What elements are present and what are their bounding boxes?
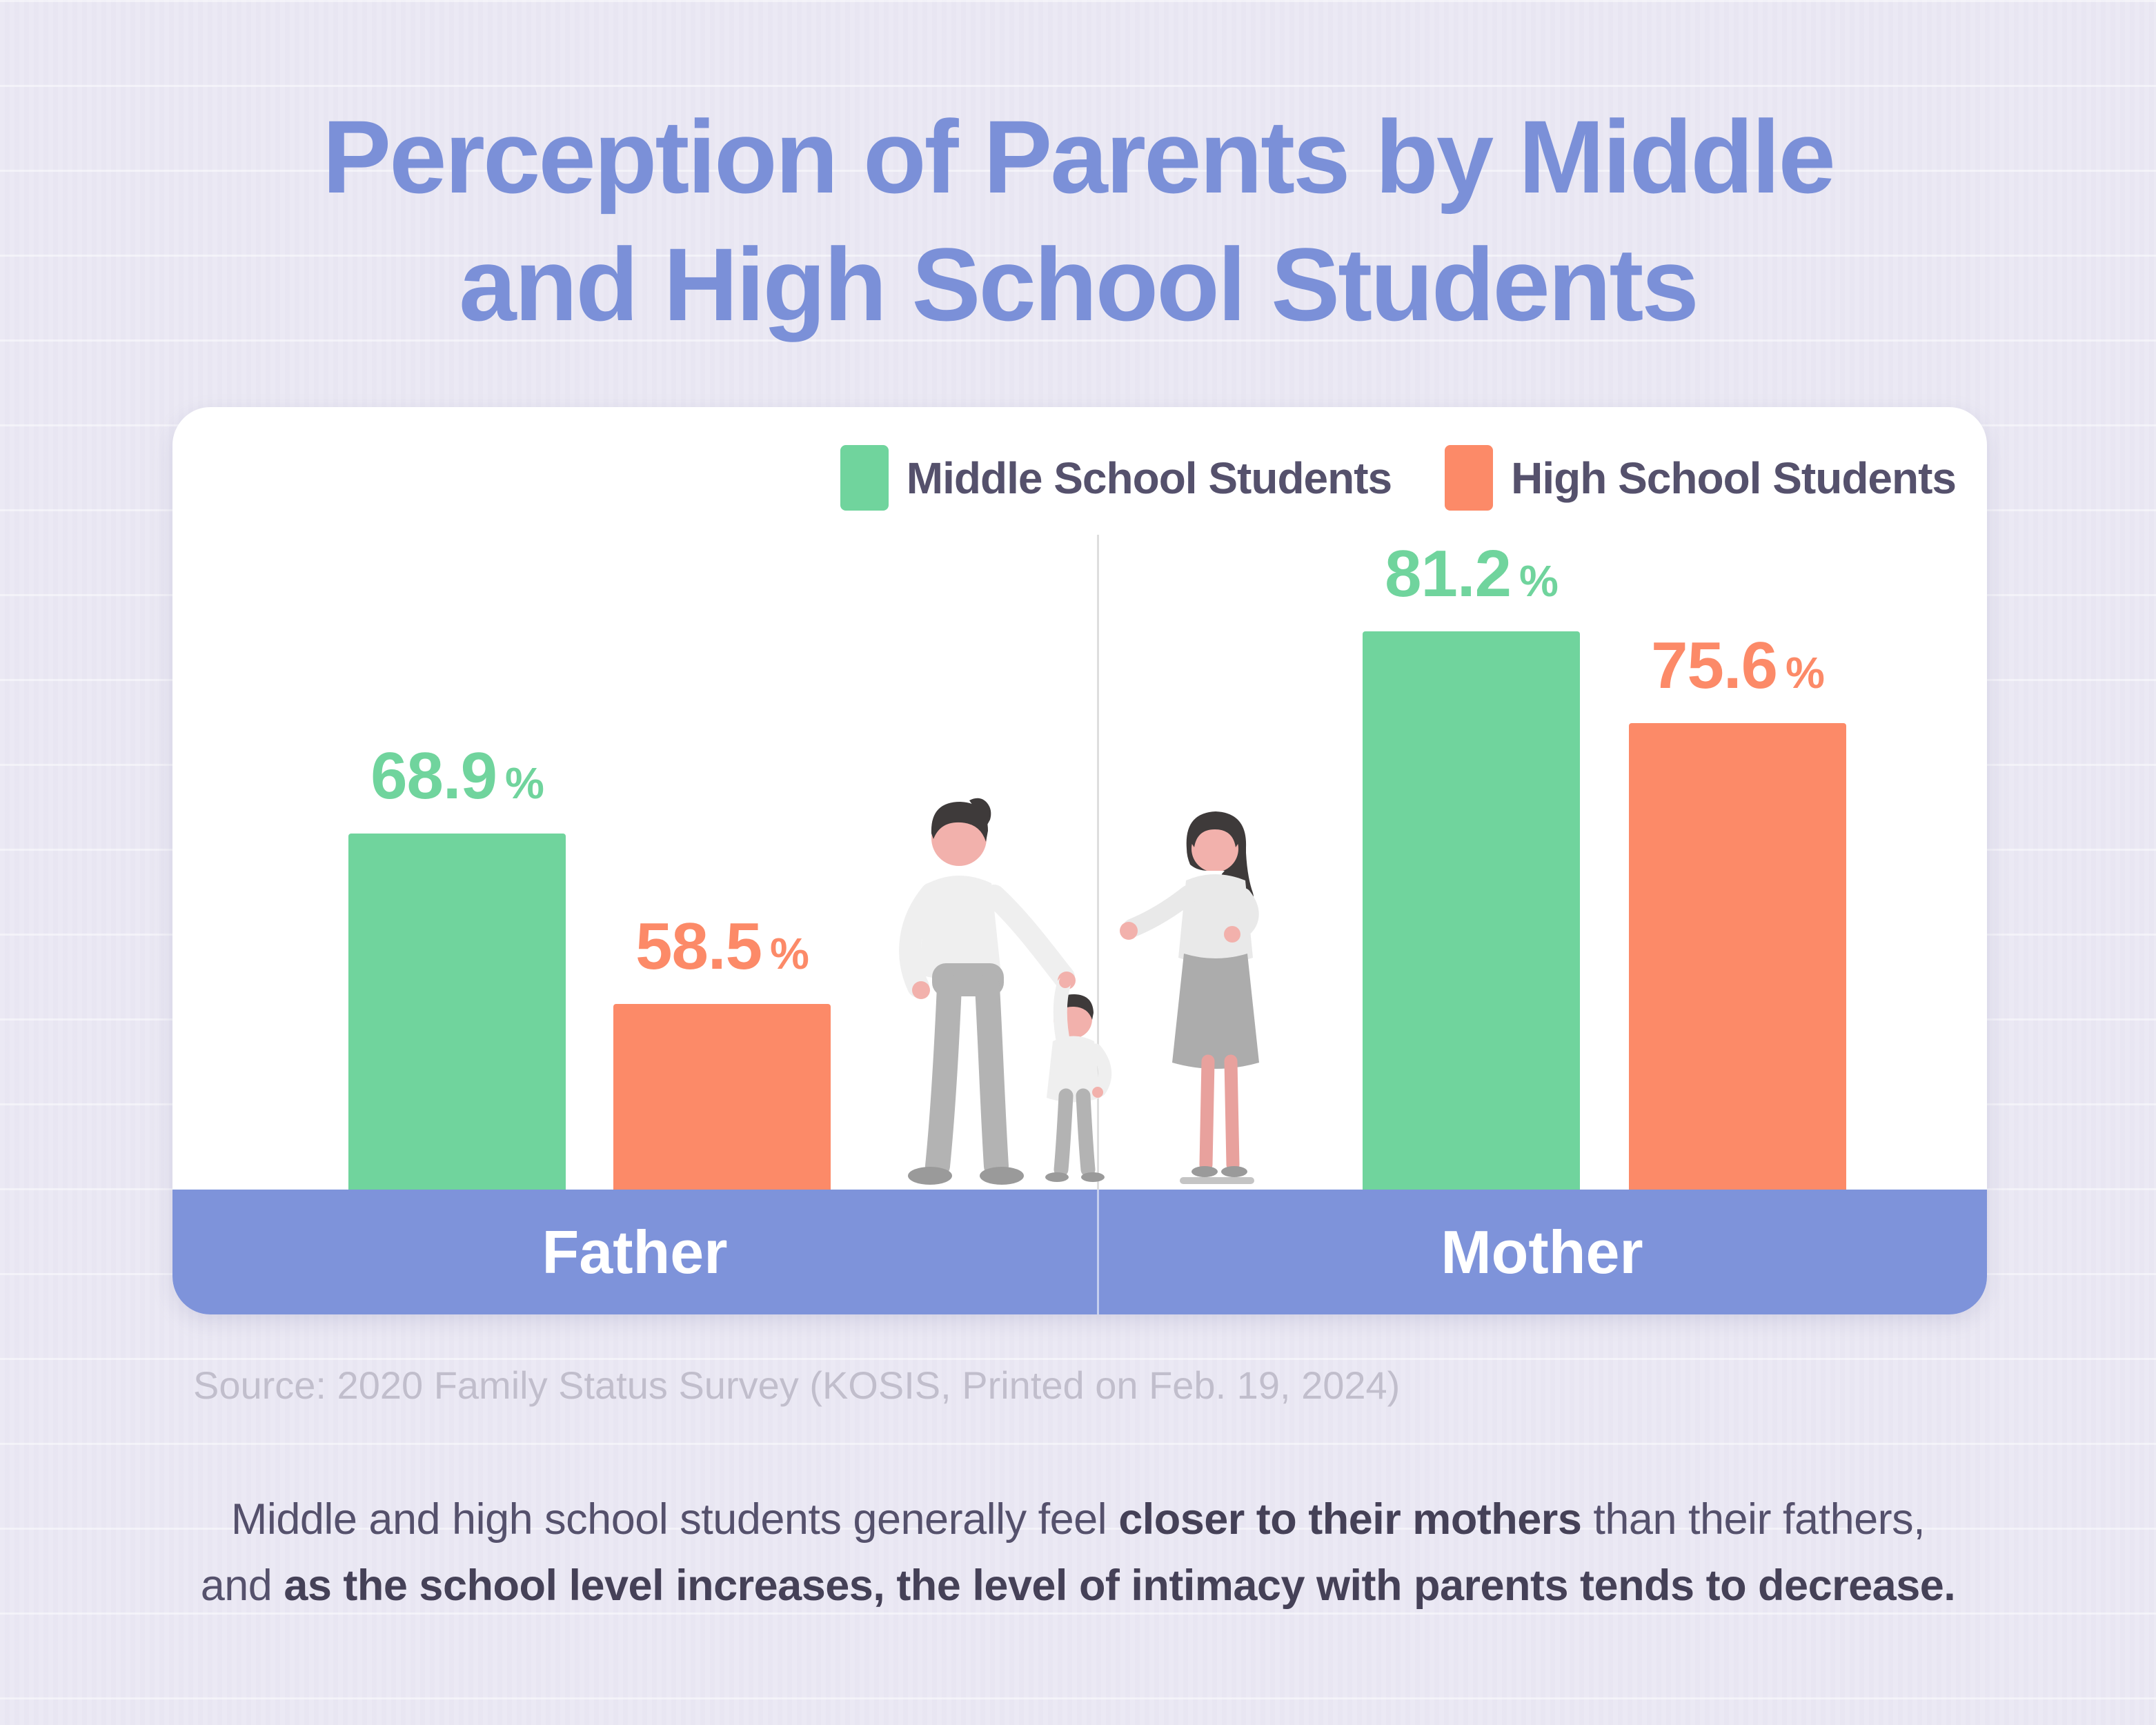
insight-caption: Middle and high school students generall… (0, 1487, 2156, 1619)
bar-value-mother-middle: 81.2% (1385, 536, 1559, 612)
insight-caption-line1: Middle and high school students generall… (0, 1487, 2156, 1553)
family-illustration (899, 798, 1259, 1185)
legend-swatch-middle-school (840, 445, 889, 511)
category-label-mother: Mother (1441, 1217, 1643, 1286)
bar-mother-middle (1363, 631, 1580, 1190)
chart-card: Middle School Students High School Stude… (172, 407, 1987, 1314)
bar-group-father-high: 58.5% (613, 909, 831, 1190)
bar-value-number: 75.6 (1651, 629, 1778, 702)
bar-group-mother-high: 75.6% (1629, 628, 1846, 1190)
bar-father-high (613, 1004, 831, 1190)
father-figure (899, 798, 1076, 1185)
legend-label-middle-school: Middle School Students (906, 453, 1392, 503)
bar-value-father-middle: 68.9% (370, 738, 544, 814)
page-title-line1: Perception of Parents by Middle (322, 99, 1836, 215)
legend-label-high-school: High School Students (1511, 453, 1957, 503)
bar-value-unit: % (504, 758, 544, 808)
bar-group-mother-middle: 81.2% (1363, 536, 1580, 1190)
caption-text: than their fathers, (1581, 1495, 1926, 1544)
child-figure (1045, 976, 1112, 1182)
bar-group-father-middle: 68.9% (348, 738, 566, 1190)
caption-bold-text: as the school level increases, the level… (284, 1561, 1956, 1610)
category-divider-line (1097, 535, 1099, 1190)
page-title: Perception of Parents by Middle and High… (0, 93, 2156, 348)
chart-legend: Middle School Students High School Stude… (840, 445, 1957, 511)
category-label-father: Father (542, 1217, 728, 1286)
bar-value-number: 81.2 (1385, 537, 1512, 611)
caption-text: Middle and high school students generall… (230, 1495, 1119, 1544)
bar-mother-high (1629, 723, 1846, 1190)
mother-figure (1120, 811, 1259, 1184)
caption-text: and (200, 1561, 284, 1610)
insight-caption-line2: and as the school level increases, the l… (0, 1553, 2156, 1619)
banner-divider-line (1097, 1190, 1099, 1314)
bar-father-middle (348, 834, 566, 1190)
bar-value-father-high: 58.5% (635, 909, 809, 985)
category-banner: Father Mother (172, 1190, 1987, 1314)
bar-value-unit: % (1519, 556, 1559, 606)
bar-value-number: 58.5 (635, 909, 762, 983)
caption-bold-text: closer to their mothers (1118, 1495, 1582, 1544)
bar-value-unit: % (1785, 648, 1825, 698)
bar-value-mother-high: 75.6% (1651, 628, 1825, 704)
bar-value-unit: % (769, 929, 809, 978)
legend-swatch-high-school (1445, 445, 1494, 511)
bar-value-number: 68.9 (370, 739, 497, 813)
page-title-line2: and High School Students (459, 226, 1699, 342)
source-note: Source: 2020 Family Status Survey (KOSIS… (193, 1363, 1401, 1407)
